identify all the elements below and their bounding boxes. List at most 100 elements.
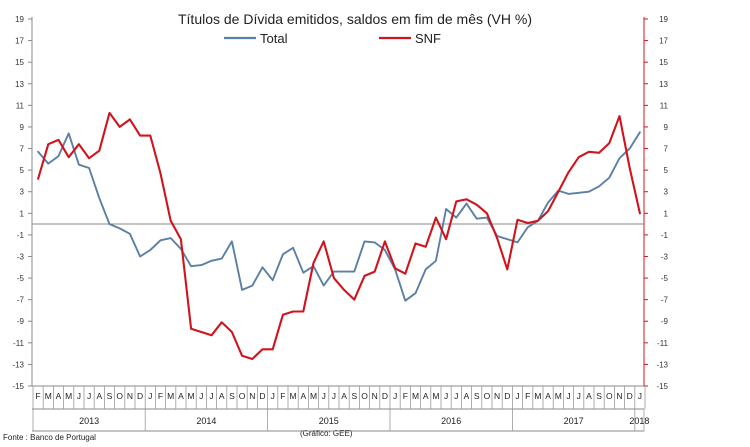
- data-point-total: [364, 241, 366, 243]
- data-point-snf: [527, 222, 529, 224]
- right-tick-label: 17: [659, 37, 668, 46]
- left-tick-label: 9: [20, 123, 25, 132]
- data-point-total: [68, 133, 70, 135]
- month-label: J: [577, 391, 581, 401]
- right-tick-label: 7: [664, 145, 669, 154]
- month-label: F: [525, 391, 530, 401]
- data-point-snf: [109, 112, 111, 114]
- month-label: M: [555, 391, 562, 401]
- data-point-snf: [343, 289, 345, 291]
- right-tick-label: -15: [656, 382, 668, 391]
- month-label: J: [271, 391, 275, 401]
- month-label: A: [586, 391, 592, 401]
- right-tick-label: -5: [661, 274, 669, 283]
- month-label: M: [167, 391, 174, 401]
- legend-label-snf: SNF: [415, 31, 441, 46]
- month-label: J: [393, 391, 397, 401]
- data-point-total: [58, 155, 60, 157]
- data-point-snf: [58, 139, 60, 141]
- data-point-snf: [323, 241, 325, 243]
- data-point-snf: [292, 311, 294, 313]
- data-point-snf: [496, 237, 498, 239]
- left-tick-label: -9: [17, 317, 25, 326]
- data-point-total: [425, 269, 427, 271]
- left-tick-label: 13: [15, 80, 24, 89]
- data-point-snf: [139, 135, 141, 137]
- legend-label-total: Total: [260, 31, 288, 46]
- month-label: A: [464, 391, 470, 401]
- month-label: A: [423, 391, 429, 401]
- data-point-snf: [639, 212, 641, 214]
- year-label: 2017: [564, 416, 584, 426]
- right-tick-label: -11: [657, 339, 669, 348]
- month-label: O: [606, 391, 613, 401]
- data-point-total: [343, 271, 345, 273]
- data-point-snf: [231, 331, 233, 333]
- data-point-total: [578, 192, 580, 194]
- data-point-snf: [476, 204, 478, 206]
- data-point-total: [404, 300, 406, 302]
- data-point-total: [353, 271, 355, 273]
- data-point-total: [547, 202, 549, 204]
- month-label: A: [178, 391, 184, 401]
- data-point-total: [435, 260, 437, 262]
- month-label: J: [332, 391, 336, 401]
- data-point-snf: [466, 198, 468, 200]
- right-tick-label: 1: [664, 209, 669, 218]
- data-point-snf: [88, 157, 90, 159]
- month-label: N: [616, 391, 622, 401]
- data-point-snf: [629, 167, 631, 169]
- data-point-snf: [160, 173, 162, 175]
- data-point-total: [384, 249, 386, 251]
- data-point-snf: [241, 355, 243, 357]
- data-point-total: [568, 193, 570, 195]
- legend: Total SNF: [224, 31, 441, 46]
- data-point-total: [78, 164, 80, 166]
- data-point-snf: [598, 152, 600, 154]
- series-lines: [37, 111, 641, 361]
- data-point-total: [149, 249, 151, 251]
- data-point-snf: [486, 212, 488, 214]
- right-tick-label: 13: [659, 80, 668, 89]
- month-label: F: [280, 391, 285, 401]
- right-tick-label: -1: [661, 231, 669, 240]
- data-point-total: [119, 228, 121, 230]
- data-point-total: [302, 272, 304, 274]
- data-point-snf: [119, 126, 121, 128]
- chart-title: Títulos de Dívida emitidos, saldos em fi…: [178, 11, 532, 27]
- left-tick-label: -13: [12, 360, 24, 369]
- data-point-snf: [435, 217, 437, 219]
- month-label: J: [322, 391, 326, 401]
- year-label: 2015: [319, 416, 339, 426]
- data-point-snf: [333, 277, 335, 279]
- data-point-snf: [537, 220, 539, 222]
- data-point-total: [262, 266, 264, 268]
- year-label: 2018: [629, 416, 649, 426]
- data-point-snf: [588, 151, 590, 153]
- month-label: O: [484, 391, 491, 401]
- right-tick-label: -9: [661, 317, 669, 326]
- month-label: J: [148, 391, 152, 401]
- month-label: S: [351, 391, 357, 401]
- month-label: S: [229, 391, 235, 401]
- year-label: 2014: [196, 416, 216, 426]
- data-point-snf: [180, 238, 182, 240]
- data-point-snf: [619, 115, 621, 117]
- data-point-snf: [425, 246, 427, 248]
- data-point-snf: [78, 143, 80, 145]
- credit-note: (Gráfico: GEE): [300, 429, 353, 438]
- right-tick-label: -3: [661, 252, 669, 261]
- right-tick-label: 5: [664, 166, 669, 175]
- data-point-total: [251, 285, 253, 287]
- data-point-total: [292, 247, 294, 249]
- series-line-snf: [37, 111, 641, 361]
- right-tick-label: 19: [659, 15, 668, 24]
- data-point-snf: [170, 220, 172, 222]
- data-point-total: [598, 185, 600, 187]
- data-point-total: [619, 157, 621, 159]
- data-point-total: [37, 151, 39, 153]
- data-point-total: [374, 242, 376, 244]
- left-tick-label: -3: [17, 252, 25, 261]
- month-label: M: [534, 391, 541, 401]
- data-point-total: [241, 289, 243, 291]
